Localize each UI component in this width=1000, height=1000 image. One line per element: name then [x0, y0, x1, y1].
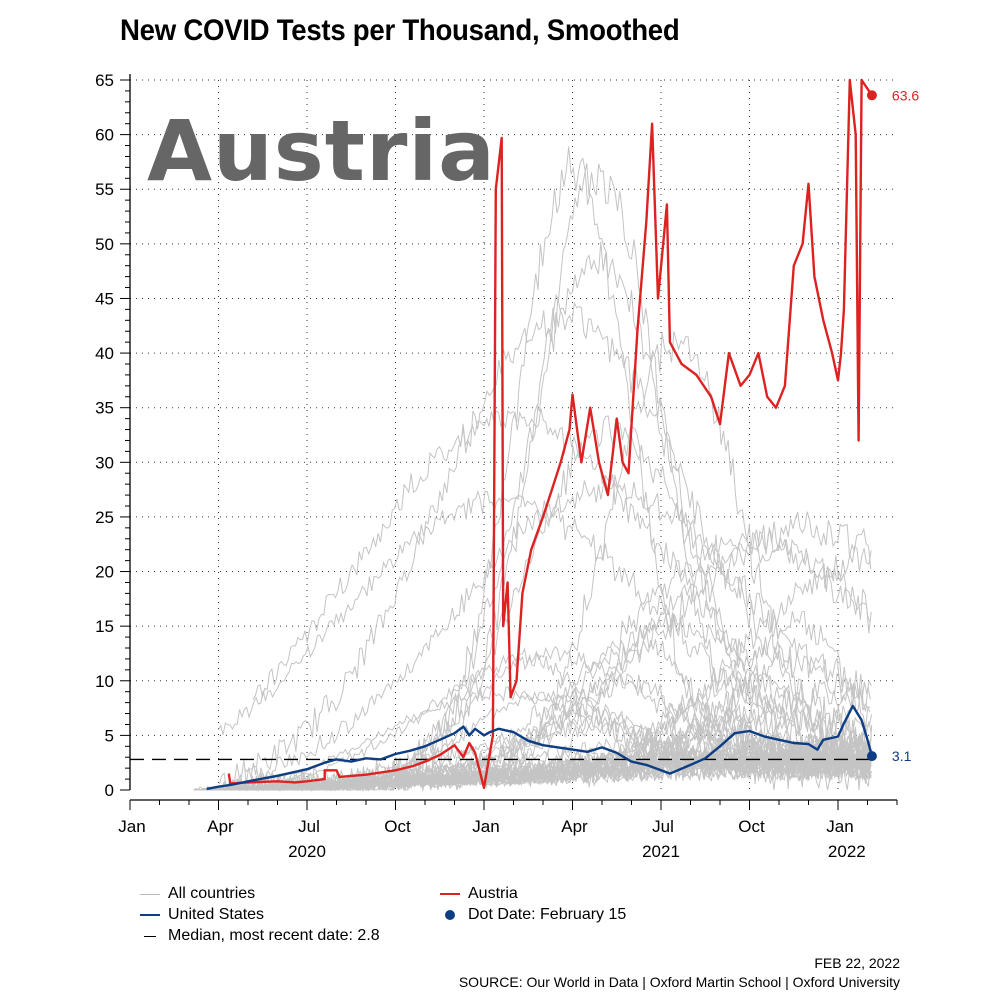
- y-tick-label: 40: [95, 344, 114, 363]
- background-country-lines: [193, 146, 873, 792]
- legend-item-united-states: United States: [140, 906, 264, 924]
- x-tick-label: Jan: [826, 817, 853, 836]
- legend-label-united-states: United States: [168, 906, 265, 923]
- y-tick-label: 55: [95, 180, 114, 199]
- y-tick-label: 45: [95, 289, 114, 308]
- y-tick-label: 0: [105, 781, 114, 800]
- x-tick-label: Jul: [298, 817, 320, 836]
- background-country-line: [261, 539, 872, 792]
- legend-swatch-median: [144, 935, 156, 937]
- background-country-line: [231, 298, 873, 784]
- legend-swatch-all-countries: [140, 893, 160, 895]
- y-tick-label: 5: [105, 726, 114, 745]
- legend-item-dot-date: Dot Date: February 15: [440, 906, 626, 924]
- series-dot-austria: [866, 90, 877, 101]
- legend-item-austria: Austria: [440, 885, 518, 903]
- legend-label-all-countries: All countries: [168, 885, 256, 902]
- x-year-label: 2020: [288, 842, 326, 861]
- background-country-line: [219, 545, 872, 792]
- x-year-label: 2021: [642, 842, 680, 861]
- y-tick-label: 60: [95, 126, 114, 145]
- x-year-label: 2022: [828, 842, 866, 861]
- legend-label-dot-date: Dot Date: February 15: [468, 906, 627, 923]
- background-country-line: [218, 146, 872, 792]
- x-tick-label: Apr: [561, 817, 588, 836]
- background-country-line: [252, 408, 872, 761]
- series-lines: 63.6 3.1: [206, 78, 919, 791]
- country-label: Austria: [147, 102, 496, 200]
- x-tick-label: Oct: [384, 817, 411, 836]
- footer-date: FEB 22, 2022: [814, 955, 900, 971]
- series-line-united-states: [206, 704, 874, 791]
- y-tick-label: 25: [95, 508, 114, 527]
- background-country-line: [236, 614, 872, 791]
- footer-source: SOURCE: Our World in Data | Oxford Marti…: [458, 974, 900, 990]
- legend-label-median: Median, most recent date: 2.8: [168, 927, 380, 944]
- x-tick-label: Jan: [472, 817, 499, 836]
- series-end-label-austria: 63.6: [892, 87, 919, 103]
- series-dot-united-states: [866, 751, 877, 762]
- y-tick-label: 65: [95, 71, 114, 90]
- axes: 0 5 10 15 20 25 30 35 40 45 50 55 60 65 Jan Apr Jul Oct Ja…: [95, 71, 898, 861]
- y-tick-label: 30: [95, 453, 114, 472]
- y-tick-label: 15: [95, 617, 114, 636]
- legend-item-median: Median, most recent date: 2.8: [140, 927, 380, 945]
- legend-label-austria: Austria: [468, 885, 518, 902]
- x-tick-label: Jan: [118, 817, 145, 836]
- background-country-line: [194, 735, 871, 791]
- legend-swatch-united-states: [140, 914, 160, 916]
- legend-swatch-austria: [440, 893, 460, 895]
- chart-title: New COVID Tests per Thousand, Smoothed: [120, 14, 680, 47]
- y-tick-label: 20: [95, 563, 114, 582]
- legend-dot-icon: [445, 910, 455, 920]
- series-end-label-united-states: 3.1: [892, 748, 912, 764]
- x-tick-label: Oct: [738, 817, 765, 836]
- series-line-austria: [227, 78, 873, 789]
- x-tick-label: Apr: [207, 817, 234, 836]
- background-country-line: [232, 610, 871, 792]
- x-tick-label: Jul: [652, 817, 674, 836]
- legend-item-all-countries: All countries: [140, 885, 255, 903]
- y-tick-label: 50: [95, 235, 114, 254]
- y-tick-label: 35: [95, 399, 114, 418]
- background-country-line: [205, 731, 872, 791]
- y-tick-label: 10: [95, 672, 114, 691]
